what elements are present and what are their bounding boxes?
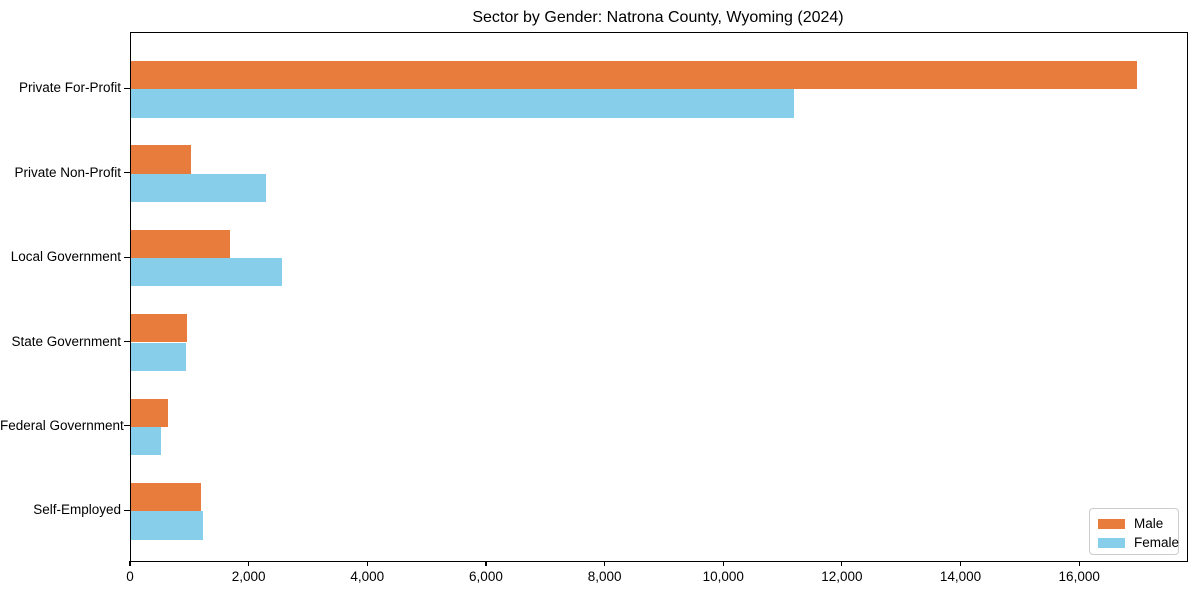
chart-title: Sector by Gender: Natrona County, Wyomin…	[472, 9, 844, 26]
legend-item-male: Male	[1098, 515, 1170, 532]
bar-male-2	[131, 229, 231, 259]
y-axis-label: State Government	[11, 333, 121, 349]
x-axis-tick-label: 6,000	[469, 569, 503, 584]
plot-area	[130, 32, 1188, 562]
legend-label-female: Female	[1134, 534, 1180, 550]
bar-female-4	[131, 426, 161, 456]
bar-male-0	[131, 60, 1137, 90]
x-axis-tick-label: 0	[126, 569, 134, 584]
x-axis-tick-label: 14,000	[939, 569, 982, 584]
y-axis-label: Private Non-Profit	[14, 164, 121, 180]
x-axis-tick	[841, 561, 843, 566]
x-axis-tick-label: 10,000	[702, 569, 744, 584]
legend: Male Female	[1089, 508, 1179, 555]
x-axis-tick	[485, 561, 487, 566]
x-axis-tick-label: 4,000	[350, 569, 385, 584]
male-swatch-icon	[1098, 518, 1125, 529]
y-axis-label: Self-Employed	[33, 502, 121, 518]
bar-female-0	[131, 89, 795, 118]
x-axis-tick-label: 8,000	[587, 569, 622, 584]
bar-female-3	[131, 342, 186, 371]
y-axis-label: Local Government	[10, 249, 121, 265]
x-axis-tick	[722, 561, 724, 566]
x-axis-tick	[129, 561, 131, 566]
female-swatch-icon	[1098, 537, 1125, 548]
bar-male-4	[131, 398, 168, 427]
y-axis-label: Federal Government	[0, 417, 124, 433]
bar-female-1	[131, 173, 267, 203]
bar-male-1	[131, 145, 191, 174]
y-axis-label: Private For-Profit	[18, 80, 121, 96]
bar-male-5	[131, 482, 201, 512]
y-axis-tick	[124, 87, 130, 89]
bar-female-2	[131, 258, 282, 287]
bar-male-3	[131, 314, 187, 343]
x-axis-tick	[248, 561, 250, 566]
x-axis-tick-label: 2,000	[231, 569, 266, 584]
y-axis-tick	[124, 509, 130, 511]
y-axis-tick	[124, 256, 130, 258]
y-axis-tick	[124, 340, 130, 343]
legend-item-female: Female	[1098, 534, 1179, 551]
x-axis-tick-label: 12,000	[821, 569, 863, 584]
x-axis-tick	[1078, 561, 1080, 566]
x-axis-tick-label: 16,000	[1058, 569, 1100, 584]
y-axis-tick	[124, 172, 130, 174]
x-axis-tick	[366, 561, 368, 566]
x-axis-tick	[604, 561, 606, 566]
y-axis-tick	[124, 425, 130, 427]
legend-label-male: Male	[1134, 515, 1164, 531]
x-axis-tick	[959, 561, 962, 566]
bar-female-5	[131, 511, 204, 540]
